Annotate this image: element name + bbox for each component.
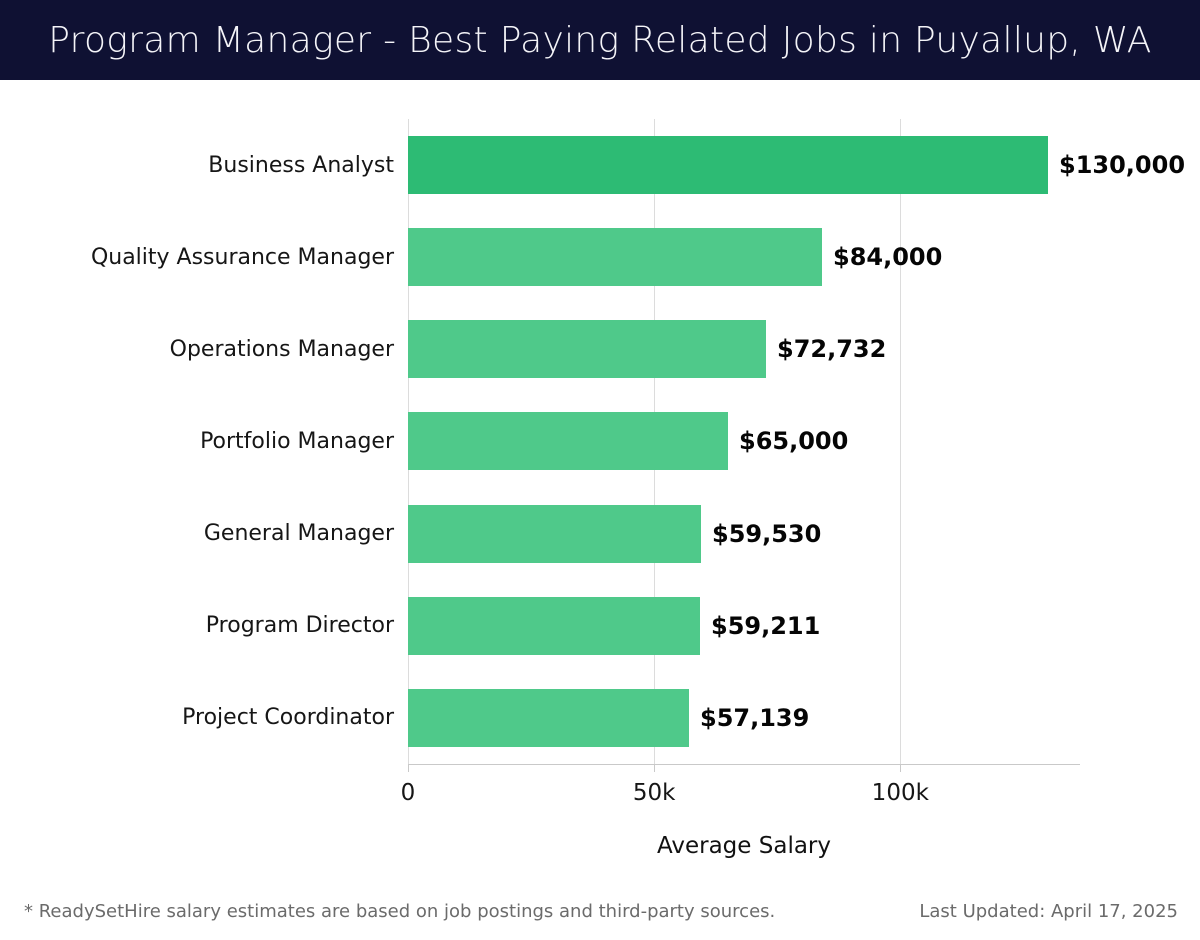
x-axis-ticks: 0 50k 100k — [401, 764, 1080, 824]
value-label: $59,211 — [711, 611, 821, 640]
bar-rows: Business Analyst $130,000 Quality Assuranc… — [0, 119, 1200, 764]
bar — [408, 228, 822, 287]
value-label: $57,139 — [700, 703, 810, 732]
category-label: Project Coordinator — [182, 705, 394, 731]
value-label: $130,000 — [1059, 151, 1186, 180]
value-label: $59,530 — [712, 519, 822, 548]
bar-row: Business Analyst $130,000 — [0, 119, 1200, 211]
footer-last-updated: Last Updated: April 17, 2025 — [919, 901, 1178, 922]
bar — [408, 412, 728, 471]
category-label: Portfolio Manager — [200, 428, 394, 454]
bar — [408, 136, 1048, 195]
bar-row: Operations Manager $72,732 — [0, 303, 1200, 395]
bar-row: Project Coordinator $57,139 — [0, 672, 1200, 764]
category-label: Business Analyst — [208, 152, 394, 178]
bar-row: General Manager $59,530 — [0, 488, 1200, 580]
value-label: $72,732 — [777, 335, 887, 364]
tick-label: 100k — [871, 780, 929, 806]
x-axis-line — [408, 764, 1080, 765]
category-label: General Manager — [203, 521, 394, 547]
tick-mark — [900, 764, 902, 772]
bar — [408, 596, 700, 655]
bar — [408, 320, 766, 379]
footer-note: * ReadySetHire salary estimates are base… — [24, 901, 776, 922]
category-label: Operations Manager — [169, 336, 394, 362]
value-label: $84,000 — [833, 243, 943, 272]
x-axis-title: Average Salary — [656, 833, 831, 859]
tick-label: 50k — [632, 780, 676, 806]
bar — [408, 504, 701, 563]
page-title: Program Manager - Best Paying Related Jo… — [48, 19, 1152, 61]
title-bar: Program Manager - Best Paying Related Jo… — [0, 0, 1200, 80]
tick-mark — [654, 764, 656, 772]
category-label: Quality Assurance Manager — [90, 244, 394, 270]
bar-row: Program Director $59,211 — [0, 580, 1200, 672]
category-label: Program Director — [205, 613, 394, 639]
bar — [408, 688, 689, 747]
bar-row: Quality Assurance Manager $84,000 — [0, 211, 1200, 303]
value-label: $65,000 — [739, 427, 849, 456]
tick-mark — [408, 764, 409, 772]
tick-label: 0 — [400, 780, 416, 806]
gridline — [900, 119, 902, 764]
bar-row: Portfolio Manager $65,000 — [0, 395, 1200, 487]
